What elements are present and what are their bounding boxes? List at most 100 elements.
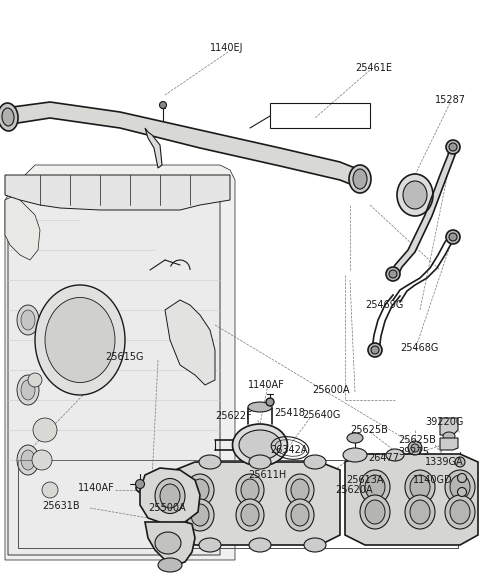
Ellipse shape: [191, 504, 209, 526]
Text: 25418: 25418: [274, 408, 305, 418]
Text: 25611H: 25611H: [248, 470, 286, 480]
Ellipse shape: [239, 430, 281, 460]
Text: 1140GD: 1140GD: [413, 475, 453, 485]
Text: 39275: 39275: [398, 447, 429, 457]
Ellipse shape: [450, 500, 470, 524]
Circle shape: [389, 270, 397, 278]
Ellipse shape: [45, 298, 115, 382]
Ellipse shape: [199, 538, 221, 552]
Text: 1140AF: 1140AF: [248, 380, 285, 390]
Circle shape: [455, 457, 465, 467]
Ellipse shape: [158, 558, 182, 572]
Ellipse shape: [286, 499, 314, 531]
Ellipse shape: [365, 475, 385, 499]
Text: 25469G: 25469G: [365, 300, 403, 310]
Ellipse shape: [304, 455, 326, 469]
Ellipse shape: [186, 474, 214, 506]
Ellipse shape: [410, 500, 430, 524]
Circle shape: [159, 102, 167, 108]
Circle shape: [449, 233, 457, 241]
Circle shape: [33, 418, 57, 442]
Ellipse shape: [360, 495, 390, 529]
Circle shape: [135, 480, 144, 488]
Ellipse shape: [236, 499, 264, 531]
Ellipse shape: [443, 432, 455, 440]
Circle shape: [446, 140, 460, 154]
Ellipse shape: [349, 165, 371, 193]
Ellipse shape: [186, 499, 214, 531]
Polygon shape: [5, 165, 235, 560]
Circle shape: [411, 444, 419, 452]
Text: 15287: 15287: [435, 95, 466, 105]
Ellipse shape: [291, 504, 309, 526]
Polygon shape: [175, 462, 340, 545]
Ellipse shape: [365, 500, 385, 524]
Ellipse shape: [343, 448, 367, 462]
Bar: [18, 460, 458, 548]
Text: 25615G: 25615G: [105, 352, 144, 362]
Ellipse shape: [347, 433, 363, 443]
Ellipse shape: [405, 495, 435, 529]
Ellipse shape: [160, 484, 180, 508]
Ellipse shape: [17, 445, 39, 475]
Circle shape: [457, 488, 467, 496]
Polygon shape: [5, 195, 40, 260]
Ellipse shape: [410, 475, 430, 499]
Ellipse shape: [291, 479, 309, 501]
Text: 25613A: 25613A: [346, 475, 384, 485]
Ellipse shape: [304, 538, 326, 552]
Text: 1339GA: 1339GA: [425, 457, 464, 467]
Ellipse shape: [405, 470, 435, 504]
Bar: [18, 460, 458, 548]
Polygon shape: [5, 102, 360, 188]
Ellipse shape: [199, 455, 221, 469]
Ellipse shape: [249, 455, 271, 469]
Circle shape: [457, 473, 467, 483]
Ellipse shape: [155, 478, 185, 513]
Text: 25620A: 25620A: [335, 485, 372, 495]
Ellipse shape: [17, 375, 39, 405]
Text: 25600A: 25600A: [312, 385, 349, 395]
Polygon shape: [8, 188, 220, 555]
Polygon shape: [165, 300, 215, 385]
Circle shape: [408, 441, 422, 455]
Ellipse shape: [17, 305, 39, 335]
Circle shape: [449, 143, 457, 151]
Ellipse shape: [191, 479, 209, 501]
Ellipse shape: [248, 402, 272, 412]
Text: 1140AF: 1140AF: [78, 483, 115, 493]
Text: 25631B: 25631B: [42, 501, 80, 511]
Polygon shape: [5, 175, 230, 210]
Text: 25500A: 25500A: [148, 503, 186, 513]
Polygon shape: [145, 522, 195, 565]
Ellipse shape: [249, 538, 271, 552]
Ellipse shape: [35, 285, 125, 395]
Text: 26342A: 26342A: [270, 445, 308, 455]
Polygon shape: [140, 468, 200, 524]
Circle shape: [266, 398, 274, 406]
Text: 25625B: 25625B: [350, 425, 388, 435]
Text: 25640G: 25640G: [302, 410, 340, 420]
Ellipse shape: [450, 475, 470, 499]
Polygon shape: [145, 128, 162, 168]
Ellipse shape: [353, 169, 367, 189]
Ellipse shape: [360, 470, 390, 504]
Text: 25461E: 25461E: [355, 63, 392, 73]
Ellipse shape: [386, 449, 404, 461]
Circle shape: [28, 373, 42, 387]
Ellipse shape: [21, 310, 35, 330]
Ellipse shape: [21, 450, 35, 470]
Text: 25468G: 25468G: [400, 343, 438, 353]
Ellipse shape: [397, 174, 433, 216]
Ellipse shape: [155, 532, 181, 554]
Ellipse shape: [2, 108, 14, 126]
Ellipse shape: [241, 504, 259, 526]
Ellipse shape: [232, 424, 288, 466]
Polygon shape: [345, 454, 478, 545]
Ellipse shape: [236, 474, 264, 506]
Circle shape: [368, 343, 382, 357]
Ellipse shape: [286, 474, 314, 506]
Ellipse shape: [21, 380, 35, 400]
Circle shape: [42, 482, 58, 498]
Ellipse shape: [241, 479, 259, 501]
